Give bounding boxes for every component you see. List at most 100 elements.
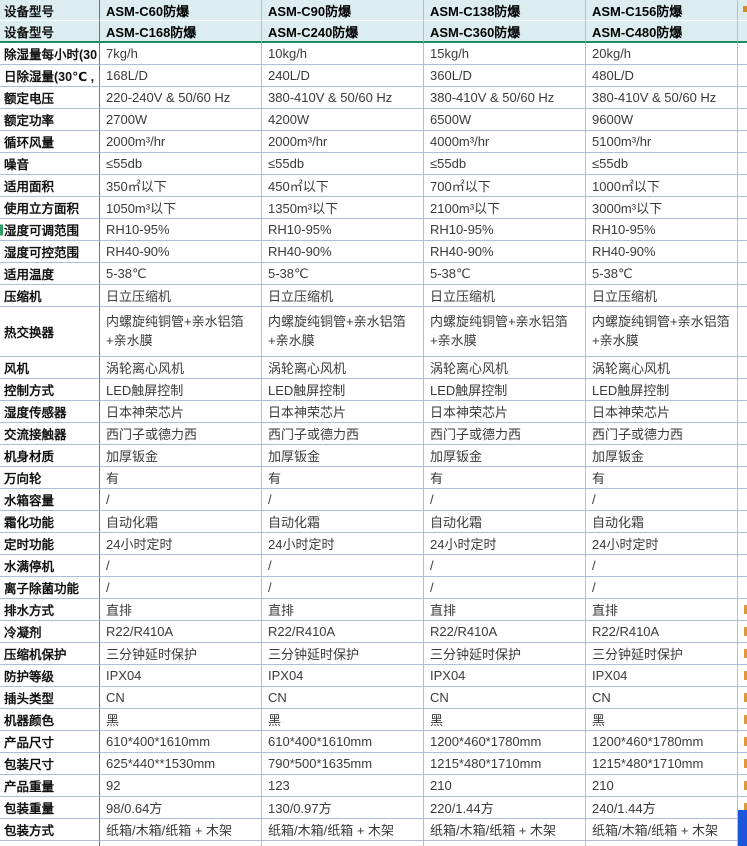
- row-label[interactable]: 水箱容量: [0, 489, 100, 511]
- spec-cell[interactable]: [424, 841, 586, 846]
- spec-cell[interactable]: 2000m³/hr: [262, 131, 424, 153]
- spec-cell[interactable]: LED触屏控制: [100, 379, 262, 401]
- spec-cell[interactable]: 三分钟延时保护: [424, 643, 586, 665]
- spec-cell[interactable]: /: [100, 577, 262, 599]
- row-label[interactable]: 使用立方面积: [0, 197, 100, 219]
- spec-cell[interactable]: 纸箱/木箱/纸箱 + 木架: [424, 819, 586, 841]
- spec-cell[interactable]: 700㎡以下: [424, 175, 586, 197]
- spec-cell[interactable]: 三分钟延时保护: [586, 643, 738, 665]
- spec-cell[interactable]: 黑: [586, 709, 738, 731]
- row-label[interactable]: [0, 841, 100, 846]
- spec-cell[interactable]: LED触屏控制: [586, 379, 738, 401]
- row-label[interactable]: 定时功能: [0, 533, 100, 555]
- spec-cell[interactable]: 5-38℃: [262, 263, 424, 285]
- spec-cell[interactable]: 内螺旋纯铜管+亲水铝箔+亲水膜: [586, 307, 738, 357]
- spec-cell[interactable]: 9600W: [586, 109, 738, 131]
- spec-cell[interactable]: 自动化霜: [424, 511, 586, 533]
- spec-cell[interactable]: 790*500*1635mm: [262, 753, 424, 775]
- row-label[interactable]: 交流接触器: [0, 423, 100, 445]
- spec-cell[interactable]: 加厚钣金: [424, 445, 586, 467]
- row-label[interactable]: 压缩机: [0, 285, 100, 307]
- spec-cell[interactable]: 168L/D: [100, 65, 262, 87]
- spec-cell[interactable]: 220/1.44方: [424, 797, 586, 819]
- spec-cell[interactable]: 1215*480*1710mm: [424, 753, 586, 775]
- model-header-cell[interactable]: ASM-C138防爆: [424, 0, 586, 21]
- spec-cell[interactable]: 380-410V & 50/60 Hz: [424, 87, 586, 109]
- spec-cell[interactable]: 240L/D: [262, 65, 424, 87]
- spec-cell[interactable]: 7kg/h: [100, 43, 262, 65]
- spec-cell[interactable]: 日立压缩机: [586, 285, 738, 307]
- spec-cell[interactable]: 直排: [100, 599, 262, 621]
- model-header-cell[interactable]: ASM-C360防爆: [424, 21, 586, 43]
- spec-cell[interactable]: ≤55db: [586, 153, 738, 175]
- spec-cell[interactable]: IPX04: [262, 665, 424, 687]
- spec-cell[interactable]: 加厚钣金: [586, 445, 738, 467]
- spec-cell[interactable]: 92: [100, 775, 262, 797]
- spec-cell[interactable]: 6500W: [424, 109, 586, 131]
- row-label[interactable]: 插头类型: [0, 687, 100, 709]
- model-header-cell[interactable]: ASM-C240防爆: [262, 21, 424, 43]
- spec-cell[interactable]: RH10-95%: [262, 219, 424, 241]
- row-label[interactable]: 风机: [0, 357, 100, 379]
- row-label[interactable]: 适用温度: [0, 263, 100, 285]
- row-label[interactable]: 万向轮: [0, 467, 100, 489]
- spec-cell[interactable]: IPX04: [100, 665, 262, 687]
- row-label[interactable]: 产品重量: [0, 775, 100, 797]
- spec-cell[interactable]: CN: [586, 687, 738, 709]
- spec-cell[interactable]: /: [100, 489, 262, 511]
- spec-cell[interactable]: 380-410V & 50/60 Hz: [586, 87, 738, 109]
- spec-cell[interactable]: RH10-95%: [586, 219, 738, 241]
- spec-cell[interactable]: 610*400*1610mm: [262, 731, 424, 753]
- spec-cell[interactable]: 内螺旋纯铜管+亲水铝箔+亲水膜: [100, 307, 262, 357]
- spec-cell[interactable]: /: [262, 577, 424, 599]
- spec-cell[interactable]: 有: [424, 467, 586, 489]
- spec-cell[interactable]: 日本神荣芯片: [424, 401, 586, 423]
- spec-cell[interactable]: 5-38℃: [586, 263, 738, 285]
- spec-cell[interactable]: 5100m³/hr: [586, 131, 738, 153]
- spec-cell[interactable]: RH40-90%: [100, 241, 262, 263]
- spec-cell[interactable]: R22/R410A: [586, 621, 738, 643]
- spec-cell[interactable]: /: [586, 555, 738, 577]
- spec-cell[interactable]: 130/0.97方: [262, 797, 424, 819]
- spec-cell[interactable]: 三分钟延时保护: [100, 643, 262, 665]
- spec-cell[interactable]: 5-38℃: [100, 263, 262, 285]
- spec-cell[interactable]: 4000m³/hr: [424, 131, 586, 153]
- row-label[interactable]: 噪音: [0, 153, 100, 175]
- spec-cell[interactable]: ≤55db: [424, 153, 586, 175]
- spec-cell[interactable]: 涡轮离心风机: [262, 357, 424, 379]
- spec-cell[interactable]: 西门子或德力西: [586, 423, 738, 445]
- spec-cell[interactable]: /: [586, 489, 738, 511]
- row-label[interactable]: 额定功率: [0, 109, 100, 131]
- spec-cell[interactable]: /: [586, 577, 738, 599]
- model-header-cell[interactable]: ASM-C480防爆: [586, 21, 738, 43]
- spec-cell[interactable]: 2000m³/hr: [100, 131, 262, 153]
- spec-cell[interactable]: 黑: [424, 709, 586, 731]
- spec-cell[interactable]: 480L/D: [586, 65, 738, 87]
- spec-cell[interactable]: 涡轮离心风机: [586, 357, 738, 379]
- row-label[interactable]: 压缩机保护: [0, 643, 100, 665]
- spec-cell[interactable]: 20kg/h: [586, 43, 738, 65]
- spec-cell[interactable]: 直排: [262, 599, 424, 621]
- spec-cell[interactable]: 1000㎡以下: [586, 175, 738, 197]
- spec-cell[interactable]: 有: [100, 467, 262, 489]
- spec-cell[interactable]: 西门子或德力西: [424, 423, 586, 445]
- spec-cell[interactable]: 1350m³以下: [262, 197, 424, 219]
- row-label[interactable]: 霜化功能: [0, 511, 100, 533]
- row-label[interactable]: 机身材质: [0, 445, 100, 467]
- row-label[interactable]: 循环风量: [0, 131, 100, 153]
- spec-cell[interactable]: 123: [262, 775, 424, 797]
- spec-cell[interactable]: 西门子或德力西: [262, 423, 424, 445]
- spec-cell[interactable]: /: [424, 555, 586, 577]
- spec-cell[interactable]: RH10-95%: [424, 219, 586, 241]
- spec-cell[interactable]: 1200*460*1780mm: [424, 731, 586, 753]
- model-header-cell[interactable]: ASM-C60防爆: [100, 0, 262, 21]
- device-model-label[interactable]: 设备型号: [0, 21, 100, 43]
- model-header-cell[interactable]: ASM-C90防爆: [262, 0, 424, 21]
- spec-cell[interactable]: 210: [424, 775, 586, 797]
- spec-cell[interactable]: 1050m³以下: [100, 197, 262, 219]
- spec-cell[interactable]: CN: [262, 687, 424, 709]
- row-label[interactable]: 产品尺寸: [0, 731, 100, 753]
- spec-cell[interactable]: 日立压缩机: [100, 285, 262, 307]
- spec-cell[interactable]: ≤55db: [262, 153, 424, 175]
- spec-cell[interactable]: 15kg/h: [424, 43, 586, 65]
